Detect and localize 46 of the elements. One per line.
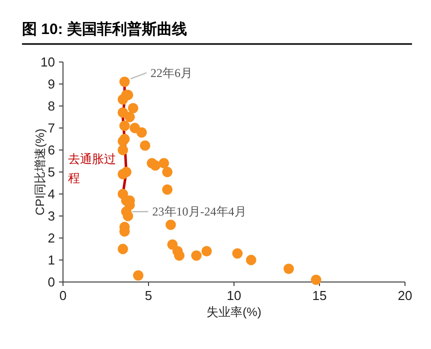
point <box>191 250 202 261</box>
x-tick-label: 5 <box>144 288 152 303</box>
point <box>118 244 128 254</box>
point <box>133 270 144 281</box>
point <box>119 76 130 87</box>
x-axis-title: 失业率(%) <box>206 305 262 319</box>
y-tick-label: 3 <box>48 208 55 224</box>
point <box>124 112 135 122</box>
y-tick-label: 2 <box>48 230 55 246</box>
point <box>118 169 128 180</box>
x-tick-label: 20 <box>398 288 412 303</box>
point <box>118 136 128 146</box>
x-tick-label: 0 <box>59 288 67 303</box>
annotation: 23年10月-24年4月 <box>152 204 246 219</box>
point <box>284 264 294 274</box>
y-tick-label: 5 <box>48 164 55 180</box>
annotation: 去通胀过程 <box>68 152 116 185</box>
annotation: 22年6月 <box>150 66 193 80</box>
point <box>136 127 147 138</box>
y-tick-label: 6 <box>48 142 55 158</box>
y-tick-label: 8 <box>48 98 55 114</box>
point <box>201 246 212 256</box>
point <box>166 220 176 230</box>
point <box>140 140 150 151</box>
y-tick-label: 0 <box>48 274 55 290</box>
y-tick-label: 10 <box>40 54 55 70</box>
point <box>232 248 243 259</box>
point <box>174 250 184 261</box>
point <box>158 158 170 168</box>
point <box>128 103 138 114</box>
y-tick-label: 4 <box>48 186 55 202</box>
point <box>122 210 134 222</box>
point <box>118 144 128 156</box>
point <box>162 184 173 195</box>
point <box>119 120 130 131</box>
chart-title: 图 10: 美国菲利普斯曲线 <box>22 20 188 38</box>
y-tick-label: 7 <box>48 120 55 136</box>
point <box>246 254 256 266</box>
x-tick-label: 10 <box>226 288 242 303</box>
y-axis-title: CPI同比增速(%) <box>33 128 47 216</box>
point <box>150 160 161 171</box>
y-tick-label: 1 <box>48 252 55 268</box>
point <box>310 274 322 285</box>
x-tick-label: 15 <box>312 288 327 303</box>
point <box>162 166 173 178</box>
y-tick-label: 9 <box>48 76 55 92</box>
